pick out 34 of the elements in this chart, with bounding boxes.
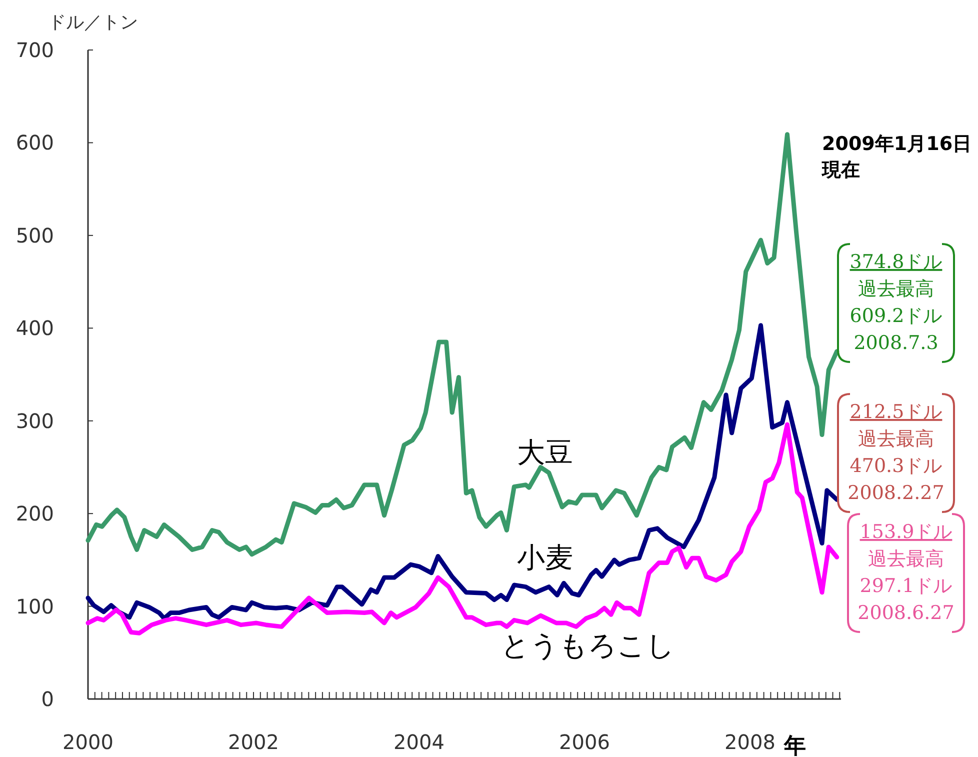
annotation: 2009年1月16日 [822, 133, 972, 155]
y-tick-label: 0 [41, 687, 54, 711]
annotation: 現在 [821, 159, 860, 181]
text: 297.1ドル [860, 575, 952, 597]
x-axis-title: 年 [783, 734, 806, 757]
y-tick-label: 300 [16, 408, 54, 433]
text: 374.8ドル [850, 251, 942, 273]
text: 2008.2.27 [848, 482, 944, 504]
x-tick-label: 2002 [228, 730, 279, 754]
text: 609.2ドル [850, 305, 942, 327]
series-label: 小麦 [517, 541, 573, 574]
x-tick-label: 2008 [724, 730, 776, 754]
y-axis-title: ドル／トン [48, 12, 138, 33]
text: 過去最高 [868, 548, 944, 570]
text: 過去最高 [858, 278, 934, 300]
y-tick-label: 700 [16, 38, 54, 62]
text: 過去最高 [858, 428, 934, 450]
line-series [86, 422, 840, 636]
text: 2008.6.27 [858, 602, 954, 624]
text: 212.5ドル [850, 401, 942, 423]
text: 470.3ドル [850, 455, 942, 477]
y-tick-label: 400 [16, 316, 54, 340]
x-tick-label: 2004 [394, 730, 444, 754]
line-series [86, 323, 840, 621]
x-tick-label: 2006 [559, 730, 610, 754]
text: 153.9ドル [860, 521, 952, 543]
y-tick-label: 600 [16, 130, 54, 155]
y-tick-label: 200 [16, 502, 54, 526]
x-tick-label: 2000 [62, 730, 114, 754]
series-label: 大豆 [517, 436, 573, 469]
text: 2008.7.3 [854, 332, 938, 354]
series-label: とうもろこし [501, 629, 675, 662]
y-tick-label: 100 [16, 594, 54, 618]
y-tick-label: 500 [16, 223, 54, 248]
